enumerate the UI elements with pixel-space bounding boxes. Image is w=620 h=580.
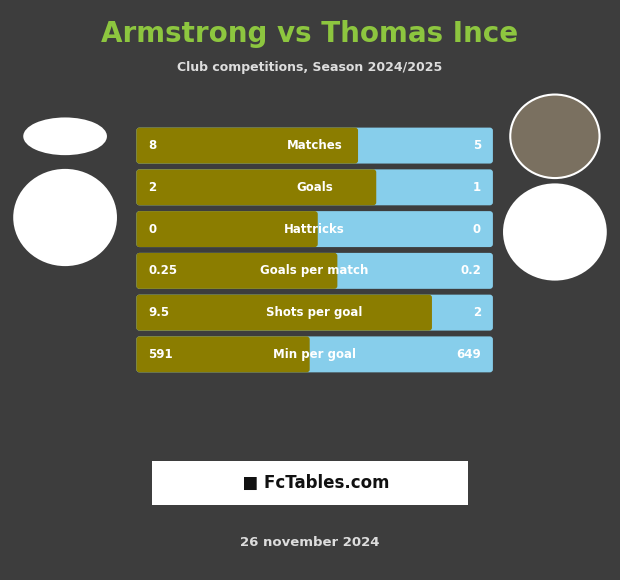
- FancyBboxPatch shape: [136, 211, 317, 247]
- Text: 26 november 2024: 26 november 2024: [241, 536, 379, 549]
- FancyBboxPatch shape: [136, 253, 493, 289]
- Text: 8: 8: [148, 139, 156, 152]
- Text: 0.25: 0.25: [148, 264, 177, 277]
- Text: 1: 1: [473, 181, 481, 194]
- Text: Armstrong vs Thomas Ince: Armstrong vs Thomas Ince: [102, 20, 518, 48]
- Text: Goals per match: Goals per match: [260, 264, 369, 277]
- Text: Shots per goal: Shots per goal: [267, 306, 363, 319]
- FancyBboxPatch shape: [152, 461, 468, 505]
- Text: Club competitions, Season 2024/2025: Club competitions, Season 2024/2025: [177, 61, 443, 74]
- Text: 5: 5: [473, 139, 481, 152]
- FancyBboxPatch shape: [136, 169, 493, 205]
- FancyBboxPatch shape: [136, 128, 358, 164]
- Text: Matches: Matches: [287, 139, 342, 152]
- Text: 0: 0: [148, 223, 156, 235]
- FancyBboxPatch shape: [136, 295, 493, 331]
- Text: 0: 0: [473, 223, 481, 235]
- Text: 649: 649: [456, 348, 481, 361]
- Text: Min per goal: Min per goal: [273, 348, 356, 361]
- FancyBboxPatch shape: [136, 253, 337, 289]
- Circle shape: [504, 184, 606, 280]
- FancyBboxPatch shape: [136, 295, 432, 331]
- Text: Hattricks: Hattricks: [285, 223, 345, 235]
- FancyBboxPatch shape: [136, 128, 493, 164]
- Text: ■ FcTables.com: ■ FcTables.com: [231, 474, 389, 492]
- Text: 2: 2: [473, 306, 481, 319]
- Circle shape: [14, 170, 116, 265]
- Ellipse shape: [23, 117, 107, 155]
- Circle shape: [510, 95, 600, 178]
- FancyBboxPatch shape: [136, 169, 376, 205]
- Text: 591: 591: [148, 348, 173, 361]
- Text: Goals: Goals: [296, 181, 333, 194]
- FancyBboxPatch shape: [136, 336, 310, 372]
- Text: 9.5: 9.5: [148, 306, 169, 319]
- FancyBboxPatch shape: [136, 211, 493, 247]
- Text: 2: 2: [148, 181, 156, 194]
- FancyBboxPatch shape: [136, 336, 493, 372]
- Text: 0.2: 0.2: [460, 264, 481, 277]
